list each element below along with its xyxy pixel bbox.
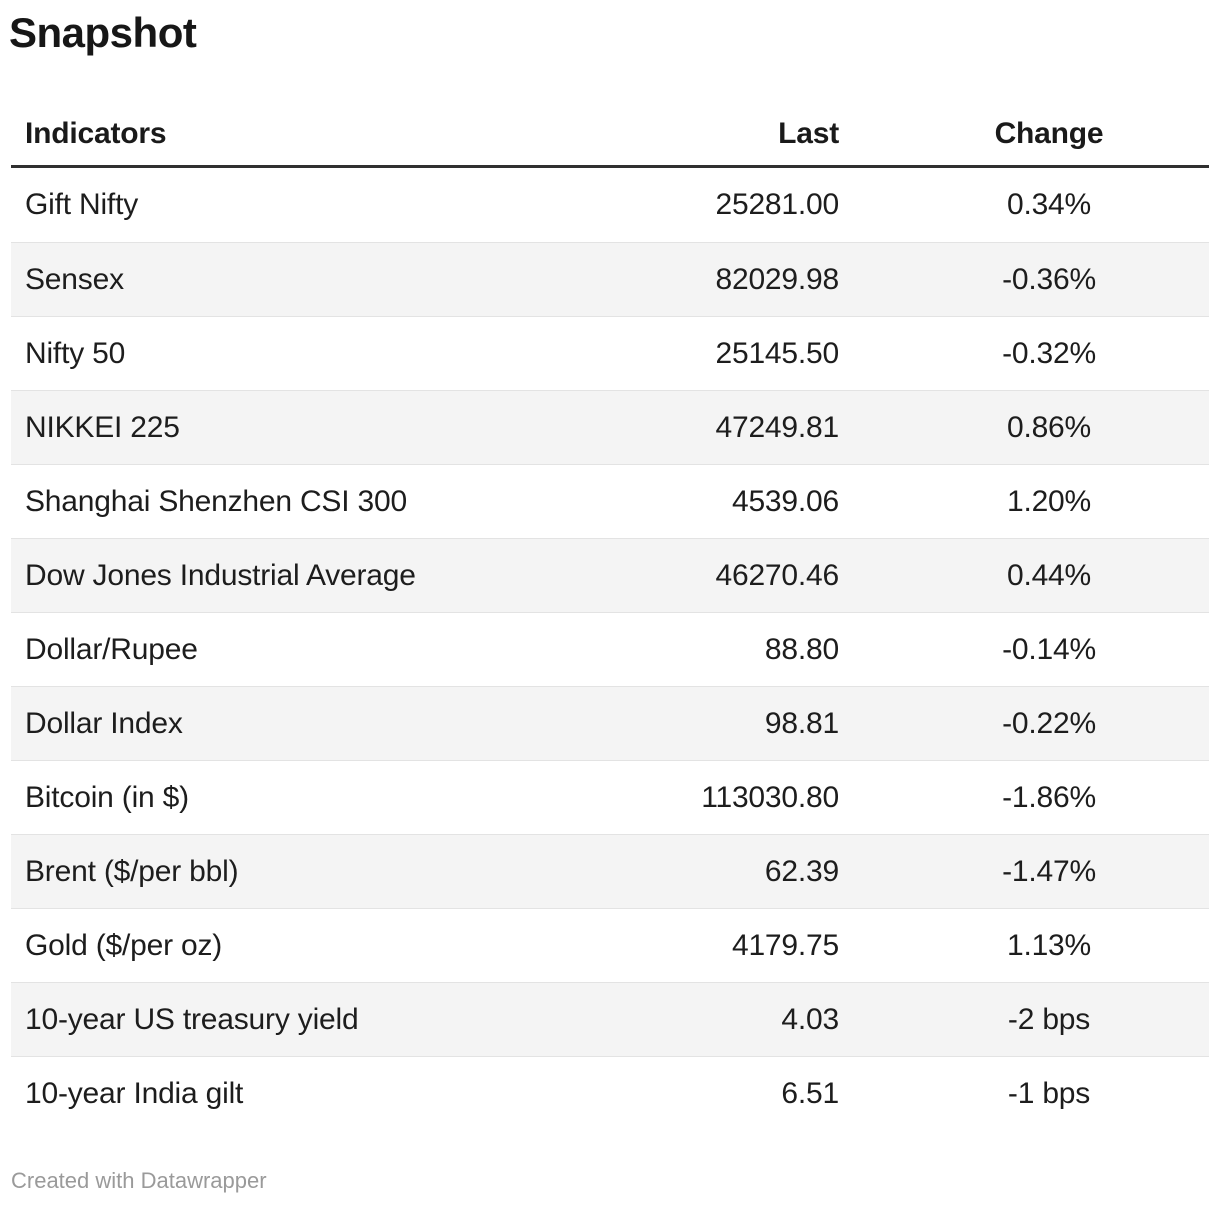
- table-row: Dollar Index 98.81 -0.22%: [11, 686, 1209, 760]
- last-value: 4.03: [781, 1002, 839, 1036]
- indicator-label: 10-year India gilt: [25, 1076, 244, 1110]
- table-row: 10-year US treasury yield 4.03 -2 bps: [11, 982, 1209, 1056]
- table-row: Sensex 82029.98 -0.36%: [11, 242, 1209, 316]
- change-value: 0.44%: [1006, 558, 1092, 592]
- change-value: -2 bps: [1007, 1002, 1091, 1036]
- last-value: 62.39: [764, 854, 839, 888]
- last-value: 113030.80: [701, 780, 839, 814]
- change-value: -0.14%: [1002, 632, 1096, 666]
- change-value: -1.86%: [1002, 780, 1096, 814]
- table-body: Gift Nifty 25281.00 0.34% Sensex 82029.9…: [11, 168, 1209, 1130]
- indicator-label: Nifty 50: [25, 336, 126, 370]
- table-row: 10-year India gilt 6.51 -1 bps: [11, 1056, 1209, 1130]
- indicator-label: 10-year US treasury yield: [25, 1002, 359, 1036]
- indicator-label: Dollar Index: [25, 706, 183, 740]
- table-row: Brent ($/per bbl) 62.39 -1.47%: [11, 834, 1209, 908]
- indicator-label: Gift Nifty: [25, 188, 139, 221]
- last-value: 82029.98: [715, 262, 839, 296]
- table-row: Gold ($/per oz) 4179.75 1.13%: [11, 908, 1209, 982]
- change-value: -1 bps: [1007, 1076, 1091, 1110]
- change-value: 0.86%: [1006, 410, 1092, 444]
- datawrapper-credit: Created with Datawrapper: [11, 1168, 267, 1193]
- table-row: Dow Jones Industrial Average 46270.46 0.…: [11, 538, 1209, 612]
- table-row: Bitcoin (in $) 113030.80 -1.86%: [11, 760, 1209, 834]
- table-row: Gift Nifty 25281.00 0.34%: [11, 168, 1209, 242]
- table-row: NIKKEI 225 47249.81 0.86%: [11, 390, 1209, 464]
- indicator-label: Dow Jones Industrial Average: [25, 558, 416, 592]
- column-header-last: Last: [778, 117, 839, 150]
- last-value: 47249.81: [715, 410, 839, 444]
- change-value: -1.47%: [1002, 854, 1096, 888]
- table-header-row: Indicators Last Change: [11, 98, 1209, 168]
- indicator-label: Brent ($/per bbl): [25, 854, 239, 888]
- change-value: -0.22%: [1002, 706, 1096, 740]
- table-row: Nifty 50 25145.50 -0.32%: [11, 316, 1209, 390]
- change-value: 1.13%: [1006, 928, 1092, 962]
- last-value: 98.81: [764, 706, 839, 740]
- last-value: 46270.46: [715, 558, 839, 592]
- change-value: -0.36%: [1002, 262, 1096, 296]
- table-row: Shanghai Shenzhen CSI 300 4539.06 1.20%: [11, 464, 1209, 538]
- change-value: 0.34%: [1006, 188, 1092, 221]
- last-value: 4539.06: [731, 484, 839, 518]
- indicator-label: Dollar/Rupee: [25, 632, 198, 666]
- change-value: -0.32%: [1002, 336, 1096, 370]
- footer: Created with Datawrapper: [11, 1168, 1209, 1194]
- indicator-label: Sensex: [25, 262, 124, 296]
- last-value: 25145.50: [715, 336, 839, 370]
- chart-title: Snapshot: [9, 9, 197, 56]
- indicator-label: Shanghai Shenzhen CSI 300: [25, 484, 407, 518]
- indicator-label: Bitcoin (in $): [25, 780, 189, 814]
- last-value: 4179.75: [731, 928, 839, 962]
- last-value: 25281.00: [715, 188, 839, 221]
- column-header-indicators: Indicators: [25, 117, 167, 150]
- indicator-label: NIKKEI 225: [25, 410, 180, 444]
- indicator-label: Gold ($/per oz): [25, 928, 223, 962]
- last-value: 6.51: [781, 1076, 839, 1110]
- column-header-change: Change: [994, 117, 1104, 150]
- indicators-table: Indicators Last Change Gift Nifty 25281.…: [11, 98, 1209, 1130]
- table-row: Dollar/Rupee 88.80 -0.14%: [11, 612, 1209, 686]
- last-value: 88.80: [764, 632, 839, 666]
- change-value: 1.20%: [1006, 484, 1092, 518]
